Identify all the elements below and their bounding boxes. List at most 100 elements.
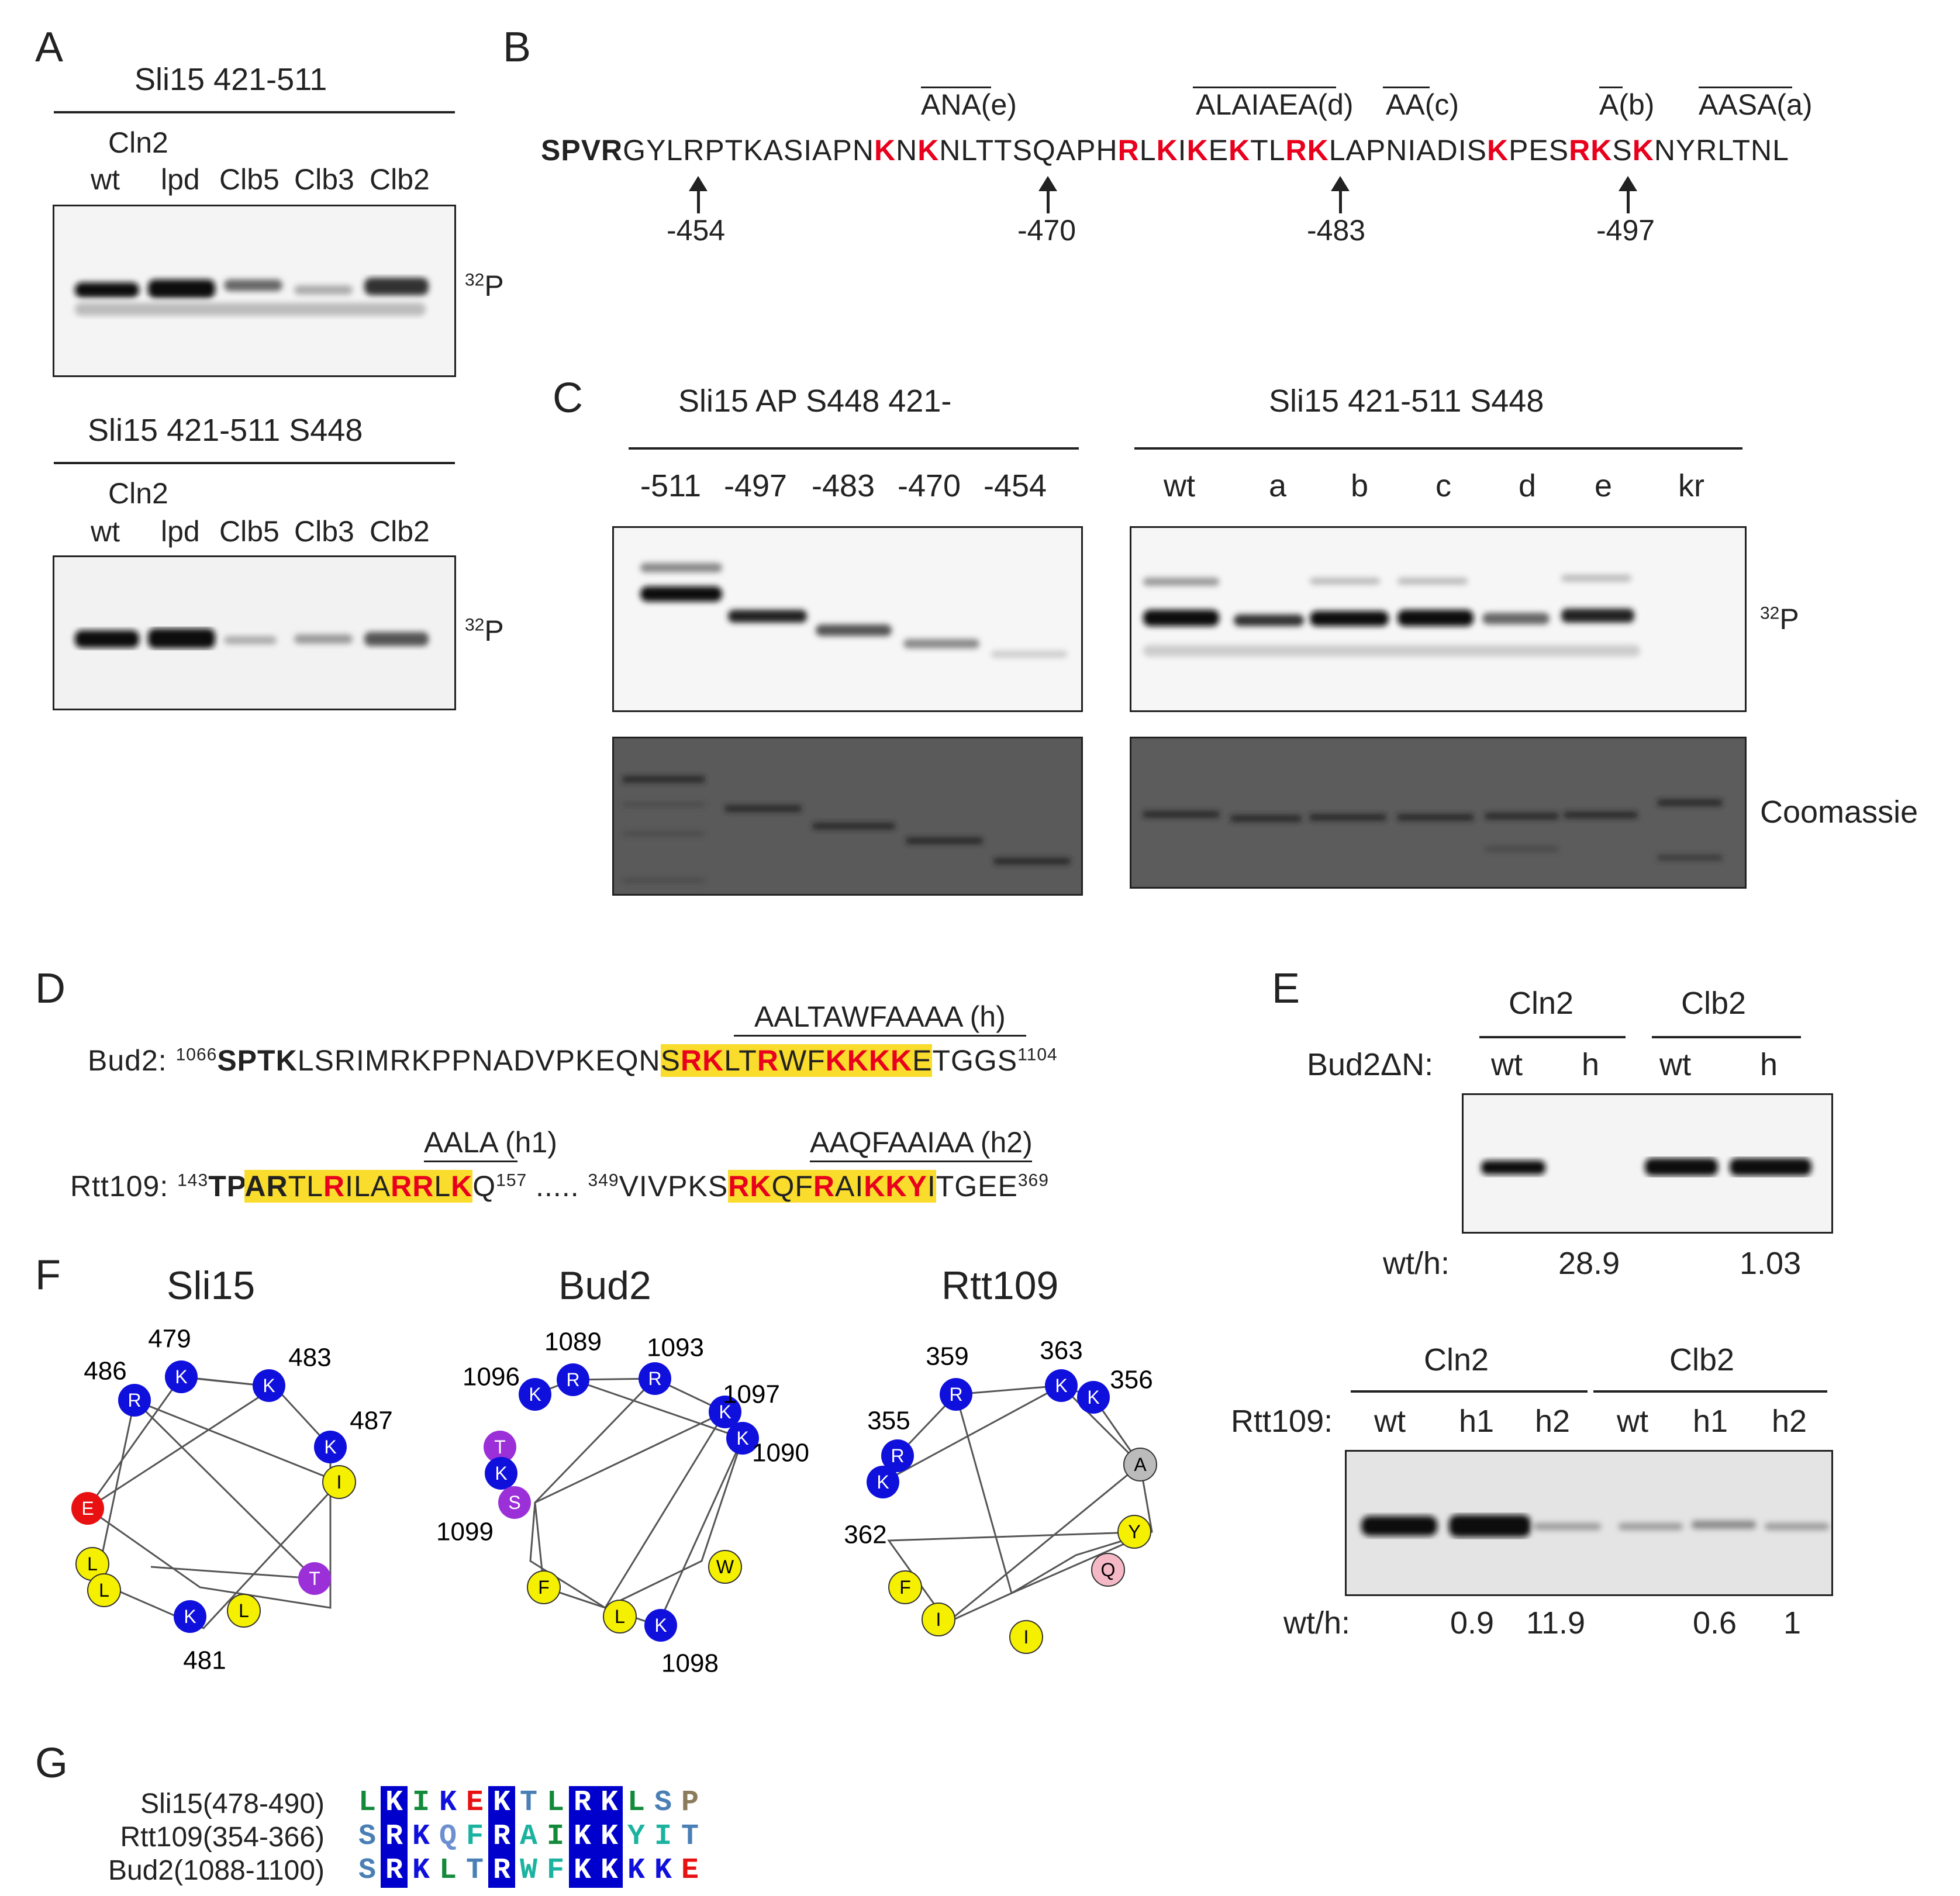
overbar	[921, 87, 991, 88]
lane-label: h2	[1772, 1404, 1807, 1439]
sli15-wheel: R K K K I T E L L K L 479 486 483 487 48…	[71, 1325, 393, 1675]
blot-c-right	[1130, 526, 1747, 712]
ratio-value: 28.9	[1558, 1246, 1620, 1281]
overbar	[810, 1161, 1032, 1162]
svg-text:L: L	[87, 1553, 98, 1574]
lane-label: a	[1269, 468, 1287, 503]
lane-label: -497	[724, 468, 788, 503]
gel-c-right	[1130, 737, 1747, 889]
lane-label: wt	[1617, 1404, 1648, 1439]
rtt109-wheel: R K K R K A Y Q F I I 359 363 356 355 36…	[844, 1336, 1157, 1654]
svg-text:481: 481	[183, 1646, 226, 1675]
svg-text:K: K	[1055, 1375, 1067, 1396]
group-rule	[1351, 1390, 1588, 1393]
svg-text:K: K	[529, 1384, 541, 1405]
svg-text:Q: Q	[1101, 1559, 1116, 1580]
lane-label: h	[1582, 1047, 1600, 1082]
svg-text:K: K	[736, 1428, 748, 1449]
sli15-sequence: SPVRGYLRPTKASIAPNKNKNLTTSQAPHRLKIKEKTLRK…	[541, 134, 1789, 167]
svg-text:I: I	[936, 1609, 941, 1630]
group-rule	[1652, 1036, 1801, 1038]
panel-label-f: F	[35, 1252, 61, 1298]
svg-text:483: 483	[288, 1344, 331, 1372]
lane-label: wt	[1374, 1404, 1406, 1439]
ratio-value: 1	[1783, 1605, 1802, 1641]
arrow-icon	[697, 178, 700, 213]
svg-text:K: K	[877, 1472, 889, 1493]
svg-text:R: R	[566, 1369, 579, 1390]
svg-text:1093: 1093	[647, 1334, 704, 1362]
svg-text:1097: 1097	[723, 1380, 780, 1409]
svg-text:362: 362	[844, 1521, 886, 1549]
bud2-sequence: Bud2: 1066SPTKLSRIMRKPPNADVPKEQNSRKLTRWF…	[88, 1044, 1058, 1077]
panel-a-bottom-title: Sli15 421-511 S448	[88, 413, 363, 448]
ratio-label: wt/h:	[1283, 1605, 1351, 1641]
ratio-value: 1.03	[1740, 1246, 1802, 1281]
blot-c-left	[612, 526, 1083, 712]
alignment-label: Rtt109(354-366)	[120, 1822, 325, 1853]
panel-a-top-cln2: Cln2	[108, 126, 168, 159]
svg-text:F: F	[538, 1577, 550, 1598]
panel-c-right-title: Sli15 421-511 S448	[1269, 384, 1544, 419]
svg-text:359: 359	[926, 1342, 968, 1371]
lane-label: lpd	[161, 515, 200, 548]
p32-label: 32P	[1760, 603, 1799, 636]
svg-text:S: S	[508, 1492, 520, 1513]
rtt-mutant-h2: AAQFAAIAA (h2)	[810, 1126, 1033, 1159]
ratio-label: wt/h:	[1383, 1246, 1450, 1281]
rtt109-label: Rtt109:	[1231, 1404, 1333, 1439]
mutant-a: AASA(a)	[1699, 88, 1813, 121]
overbar	[424, 1161, 517, 1162]
mutant-e: ANA(e)	[921, 88, 1017, 121]
panel-label-g: G	[35, 1740, 68, 1787]
panel-label-e: E	[1272, 965, 1300, 1012]
svg-text:I: I	[337, 1472, 342, 1493]
lane-label: Clb5	[219, 515, 279, 548]
position-label: -483	[1307, 214, 1366, 247]
overbar	[1193, 87, 1336, 88]
lane-label: Clb5	[219, 163, 279, 196]
ratio-value: 0.6	[1693, 1605, 1737, 1641]
arrow-icon	[1047, 178, 1050, 213]
group-label: Clb2	[1669, 1342, 1735, 1377]
helical-wheels: R K K K I T E L L K L 479 486 483 487 48…	[71, 1325, 1157, 1678]
arrow-icon	[1339, 178, 1342, 213]
lane-label: Clb3	[294, 515, 354, 548]
arrow-icon	[1627, 178, 1630, 213]
group-label: Clb2	[1681, 986, 1747, 1021]
residue: R	[127, 1390, 141, 1411]
svg-text:K: K	[184, 1606, 196, 1627]
group-label: Cln2	[1424, 1342, 1489, 1377]
lane-label: h1	[1693, 1404, 1728, 1439]
svg-text:W: W	[716, 1556, 734, 1577]
svg-text:L: L	[239, 1600, 249, 1621]
ratio-value: 0.9	[1450, 1605, 1495, 1641]
svg-text:I: I	[1024, 1626, 1029, 1648]
svg-text:K: K	[324, 1436, 336, 1458]
blot-a-top	[53, 205, 456, 377]
svg-text:K: K	[654, 1615, 667, 1636]
panel-a-bottom-rule	[54, 462, 455, 464]
lane-label: -511	[640, 468, 702, 503]
alignment-label: Bud2(1088-1100)	[108, 1855, 325, 1886]
lane-label: Clb2	[370, 515, 430, 548]
svg-text:T: T	[494, 1436, 506, 1458]
lane-label: wt	[1659, 1047, 1691, 1082]
lane-label: -483	[812, 468, 875, 503]
panel-c-right-rule	[1134, 447, 1742, 450]
ratio-value: 11.9	[1526, 1605, 1586, 1641]
svg-text:487: 487	[350, 1407, 392, 1435]
rtt-mutant-h1: AALA (h1)	[424, 1126, 557, 1159]
svg-text:1098: 1098	[661, 1649, 719, 1678]
svg-text:A: A	[1134, 1454, 1147, 1475]
svg-text:356: 356	[1110, 1366, 1152, 1394]
lane-label: wt	[1491, 1047, 1523, 1082]
panel-c-left-rule	[629, 447, 1079, 450]
mutant-b: A(b)	[1599, 88, 1655, 121]
overbar	[1699, 87, 1792, 88]
svg-text:K: K	[1087, 1387, 1099, 1408]
position-label: -470	[1017, 214, 1076, 247]
